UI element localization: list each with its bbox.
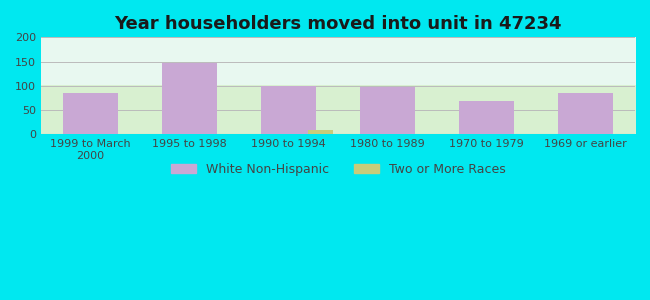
Bar	[558, 93, 613, 134]
Bar	[460, 101, 514, 134]
Bar	[360, 87, 415, 134]
Bar	[162, 64, 216, 134]
Title: Year householders moved into unit in 47234: Year householders moved into unit in 472…	[114, 15, 562, 33]
Bar	[308, 130, 333, 134]
Bar	[63, 93, 118, 134]
Legend: White Non-Hispanic, Two or More Races: White Non-Hispanic, Two or More Races	[166, 158, 510, 181]
Bar	[261, 86, 316, 134]
